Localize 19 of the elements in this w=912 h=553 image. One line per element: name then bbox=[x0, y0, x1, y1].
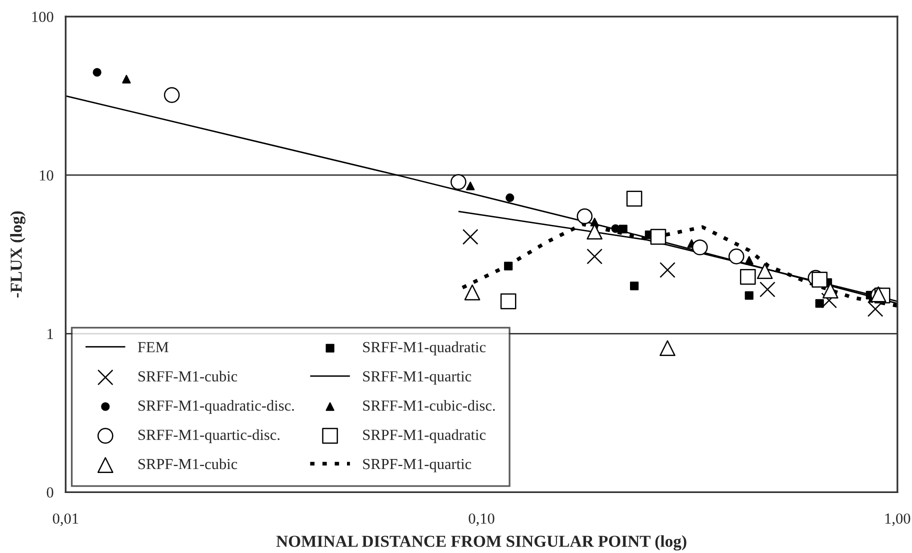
legend-label: SRPF-M1-quadratic bbox=[363, 429, 486, 444]
y-tick-label: 0 bbox=[46, 487, 54, 498]
legend-label: SRPF-M1-cubic bbox=[138, 458, 238, 470]
y-axis-title: -FLUX (log) bbox=[10, 211, 26, 298]
x-tick-label: 0,01 bbox=[52, 513, 78, 526]
legend-label: SRFF-M1-quartic-disc. bbox=[138, 429, 280, 444]
x-axis-title: NOMINAL DISTANCE FROM SINGULAR POINT (log) bbox=[276, 535, 686, 550]
x-tick-label: 1,00 bbox=[885, 513, 910, 526]
y-tick-label: 100 bbox=[32, 12, 54, 22]
legend-label: SRFF-M1-quadratic bbox=[363, 342, 486, 356]
x-tick-label: 0,10 bbox=[468, 513, 494, 526]
legend-label: SRPF-M1-quartic bbox=[363, 458, 472, 472]
legend-label: SRFF-M1-quadratic-disc. bbox=[138, 400, 294, 414]
legend-label: SRFF-M1-cubic-disc. bbox=[363, 400, 495, 411]
legend-label: SRFF-M1-quartic bbox=[363, 371, 472, 385]
legend-label: FEM bbox=[138, 342, 168, 352]
y-tick-label: 10 bbox=[40, 170, 54, 181]
y-tick-label: 1 bbox=[48, 328, 53, 339]
legend-label: SRFF-M1-cubic bbox=[138, 370, 238, 382]
